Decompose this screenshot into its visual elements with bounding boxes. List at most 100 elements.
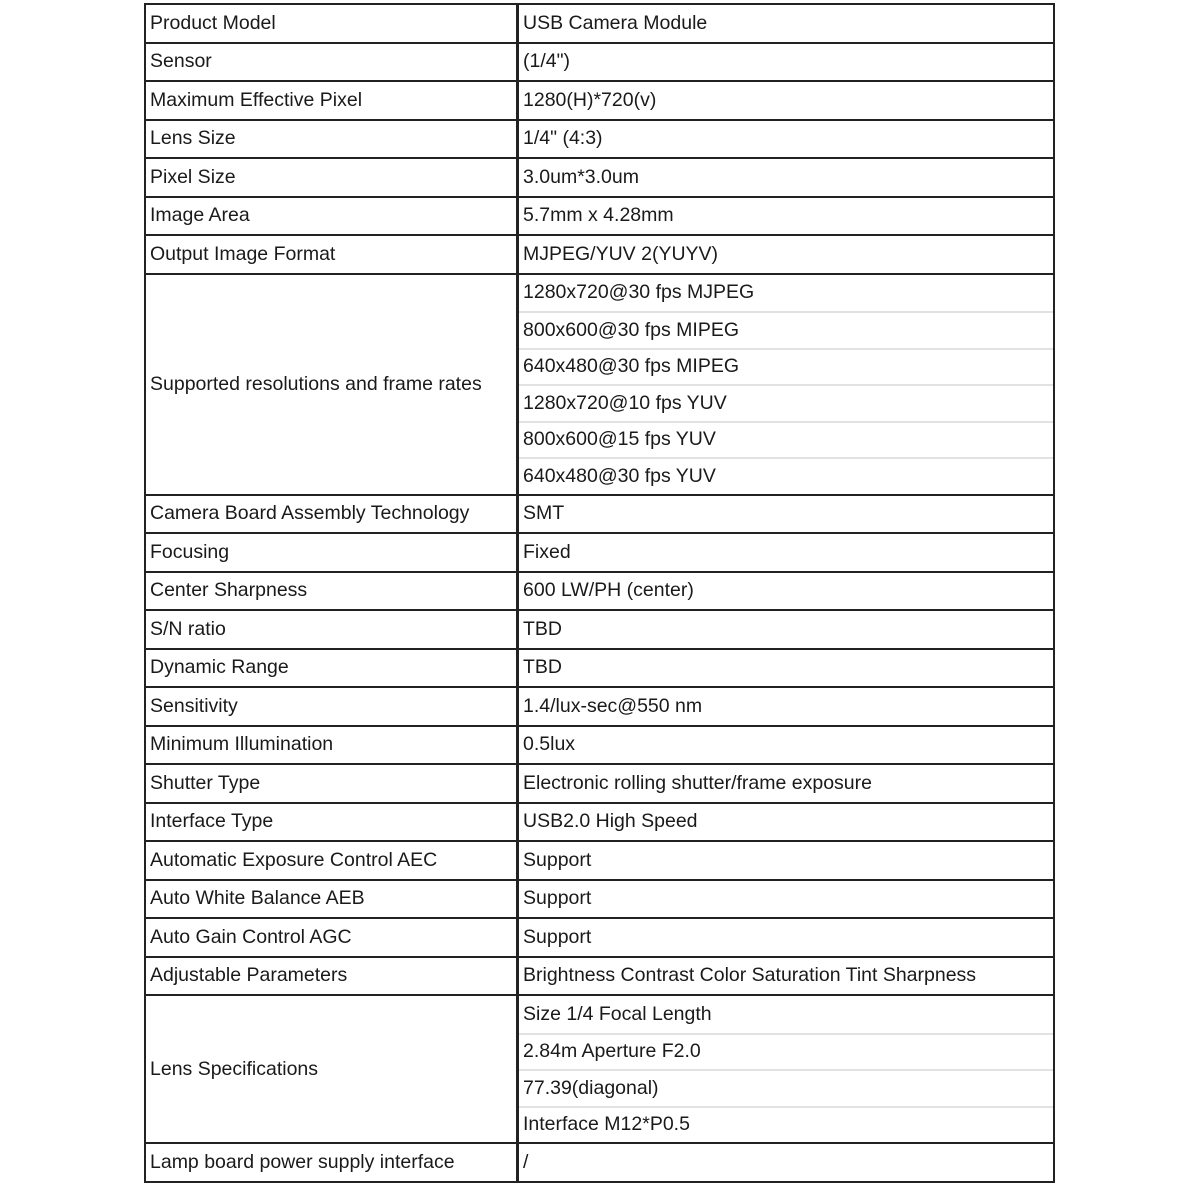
row-label: Output Image Format xyxy=(146,236,519,273)
table-row: Image Area 5.7mm x 4.28mm xyxy=(146,195,1053,235)
table-row: Interface Type USB2.0 High Speed xyxy=(146,801,1053,841)
row-value: USB Camera Module xyxy=(523,11,708,34)
row-label: Interface Type xyxy=(146,803,519,840)
row-values: 0.5lux xyxy=(519,727,1053,764)
row-values: (1/4") xyxy=(519,44,1053,81)
row-value: Support xyxy=(523,887,592,910)
row-value: SMT xyxy=(523,502,565,525)
row-values: 1.4/lux-sec@550 nm xyxy=(519,688,1053,725)
row-value: Brightness Contrast Color Saturation Tin… xyxy=(523,964,977,987)
row-values: Fixed xyxy=(519,534,1053,571)
row-values: Support xyxy=(519,842,1053,879)
row-value: 1.4/lux-sec@550 nm xyxy=(523,694,703,717)
row-value: 1280x720@30 fps MJPEG xyxy=(523,281,755,304)
table-row: Sensor (1/4") xyxy=(146,41,1053,81)
row-label: Sensitivity xyxy=(146,688,519,725)
table-row: Lens Size 1/4" (4:3) xyxy=(146,118,1053,158)
table-row: Supported resolutions and frame rates 128… xyxy=(146,272,1053,494)
row-values: TBD xyxy=(519,611,1053,648)
table-row: Pixel Size 3.0um*3.0um xyxy=(146,157,1053,196)
row-label: Minimum Illumination xyxy=(146,726,519,763)
row-value: 800x600@30 fps MIPEG xyxy=(519,311,1053,348)
spec-table: Product Model USB Camera Module Sensor (1/4… xyxy=(144,3,1055,1183)
row-label: Maximum Effective Pixel xyxy=(146,82,519,119)
row-value: Support xyxy=(523,848,592,871)
row-value: 0.5lux xyxy=(523,733,576,756)
row-value: Fixed xyxy=(523,540,571,563)
row-value: 5.7mm x 4.28mm xyxy=(523,204,674,227)
row-values: 600 LW/PH (center) xyxy=(519,573,1053,610)
row-value: Interface M12*P0.5 xyxy=(519,1105,1053,1143)
row-value: USB2.0 High Speed xyxy=(523,810,698,833)
row-label: Center Sharpness xyxy=(146,572,519,609)
row-values: 3.0um*3.0um xyxy=(519,159,1053,196)
row-value: 1280(H)*720(v) xyxy=(523,88,657,111)
table-row: Camera Board Assembly Technology SMT xyxy=(146,493,1053,533)
row-value: 1280x720@10 fps YUV xyxy=(519,384,1053,421)
row-values: 1280x720@30 fps MJPEG 800x600@30 fps MIPE… xyxy=(519,275,1053,494)
row-label: Camera Board Assembly Technology xyxy=(146,495,519,532)
row-values: Size 1/4 Focal Length 2.84m Aperture F2.0… xyxy=(519,996,1053,1142)
row-value: Electronic rolling shutter/frame exposur… xyxy=(523,771,872,794)
table-row: Minimum Illumination 0.5lux xyxy=(146,724,1053,764)
row-label: Focusing xyxy=(146,534,519,571)
row-values: 5.7mm x 4.28mm xyxy=(519,198,1053,235)
row-value: 1/4" (4:3) xyxy=(523,127,603,150)
table-row: Product Model USB Camera Module xyxy=(146,5,1053,42)
table-row: Auto Gain Control AGC Support xyxy=(146,917,1053,956)
row-values: Support xyxy=(519,919,1053,956)
row-values: SMT xyxy=(519,496,1053,533)
row-value: 600 LW/PH (center) xyxy=(523,579,694,602)
row-values: Brightness Contrast Color Saturation Tin… xyxy=(519,958,1053,995)
row-label: Lens Size xyxy=(146,120,519,157)
row-label: Product Model xyxy=(146,5,519,42)
table-row: Sensitivity 1.4/lux-sec@550 nm xyxy=(146,686,1053,725)
table-row: Lens Specifications Size 1/4 Focal Length… xyxy=(146,994,1053,1142)
row-values: USB2.0 High Speed xyxy=(519,804,1053,841)
row-value: Size 1/4 Focal Length xyxy=(523,1002,712,1025)
table-row: Output Image Format MJPEG/YUV 2(YUYV) xyxy=(146,234,1053,273)
row-label: Image Area xyxy=(146,197,519,234)
row-value: MJPEG/YUV 2(YUYV) xyxy=(523,242,719,265)
row-label: Pixel Size xyxy=(146,159,519,196)
row-value: 3.0um*3.0um xyxy=(523,165,639,188)
row-label: Adjustable Parameters xyxy=(146,957,519,994)
row-value: Support xyxy=(523,925,592,948)
row-label: Shutter Type xyxy=(146,765,519,802)
row-values: / xyxy=(519,1144,1053,1181)
table-row: S/N ratio TBD xyxy=(146,609,1053,648)
row-values: TBD xyxy=(519,650,1053,687)
table-row: Center Sharpness 600 LW/PH (center) xyxy=(146,570,1053,610)
table-row: Dynamic Range TBD xyxy=(146,647,1053,687)
table-row: Shutter Type Electronic rolling shutter/f… xyxy=(146,763,1053,802)
row-values: 1280(H)*720(v) xyxy=(519,82,1053,119)
row-value: / xyxy=(523,1150,529,1173)
row-label: Dynamic Range xyxy=(146,649,519,686)
row-values: Electronic rolling shutter/frame exposur… xyxy=(519,765,1053,802)
row-label: Supported resolutions and frame rates xyxy=(146,274,519,494)
row-values: 1/4" (4:3) xyxy=(519,121,1053,158)
row-value: 2.84m Aperture F2.0 xyxy=(519,1032,1053,1070)
row-value: 640x480@30 fps YUV xyxy=(519,457,1053,494)
table-row: Lamp board power supply interface / xyxy=(146,1142,1053,1181)
row-label: Automatic Exposure Control AEC xyxy=(146,842,519,879)
row-value: 640x480@30 fps MIPEG xyxy=(519,347,1053,385)
row-label: Sensor xyxy=(146,43,519,80)
row-values: Support xyxy=(519,881,1053,918)
row-values: USB Camera Module xyxy=(519,5,1053,42)
table-row: Focusing Fixed xyxy=(146,532,1053,571)
row-value: 77.39(diagonal) xyxy=(519,1069,1053,1106)
table-row: Automatic Exposure Control AEC Support xyxy=(146,840,1053,879)
row-label: Lamp board power supply interface xyxy=(146,1144,519,1181)
row-value: TBD xyxy=(523,617,562,640)
row-label: Auto Gain Control AGC xyxy=(146,919,519,956)
table-row: Auto White Balance AEB Support xyxy=(146,878,1053,918)
table-row: Maximum Effective Pixel 1280(H)*720(v) xyxy=(146,80,1053,119)
row-value: TBD xyxy=(523,656,562,679)
row-values: MJPEG/YUV 2(YUYV) xyxy=(519,236,1053,273)
table-row: Adjustable Parameters Brightness Contrast… xyxy=(146,955,1053,995)
row-label: Lens Specifications xyxy=(146,996,519,1142)
row-value: (1/4") xyxy=(523,50,571,73)
row-label: Auto White Balance AEB xyxy=(146,880,519,917)
row-value: 800x600@15 fps YUV xyxy=(519,420,1053,458)
